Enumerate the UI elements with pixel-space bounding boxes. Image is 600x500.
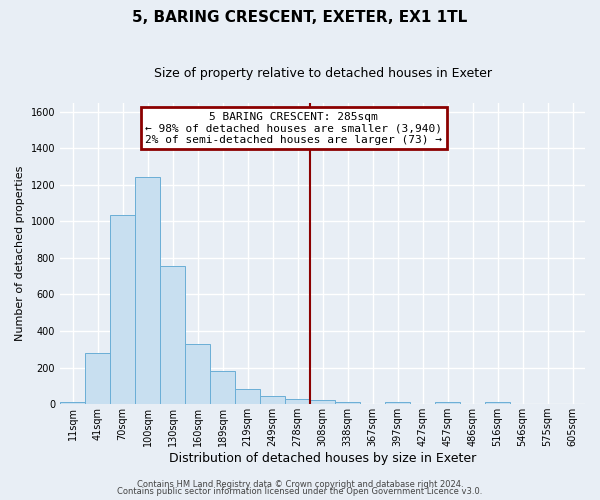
Bar [435,402,460,404]
Bar [210,372,235,404]
Text: 5, BARING CRESCENT, EXETER, EX1 1TL: 5, BARING CRESCENT, EXETER, EX1 1TL [133,10,467,25]
Bar [310,400,335,404]
Bar [235,389,260,404]
X-axis label: Distribution of detached houses by size in Exeter: Distribution of detached houses by size … [169,452,476,465]
Text: Contains HM Land Registry data © Crown copyright and database right 2024.: Contains HM Land Registry data © Crown c… [137,480,463,489]
Bar [260,396,285,404]
Bar [135,176,160,404]
Text: Contains public sector information licensed under the Open Government Licence v3: Contains public sector information licen… [118,487,482,496]
Bar [85,353,110,404]
Bar [485,402,510,404]
Title: Size of property relative to detached houses in Exeter: Size of property relative to detached ho… [154,68,491,80]
Bar [185,344,210,404]
Bar [285,398,310,404]
Bar [160,266,185,404]
Bar [335,402,360,404]
Text: 5 BARING CRESCENT: 285sqm
← 98% of detached houses are smaller (3,940)
2% of sem: 5 BARING CRESCENT: 285sqm ← 98% of detac… [145,112,442,145]
Bar [60,402,85,404]
Bar [110,215,135,404]
Y-axis label: Number of detached properties: Number of detached properties [15,166,25,341]
Bar [385,402,410,404]
